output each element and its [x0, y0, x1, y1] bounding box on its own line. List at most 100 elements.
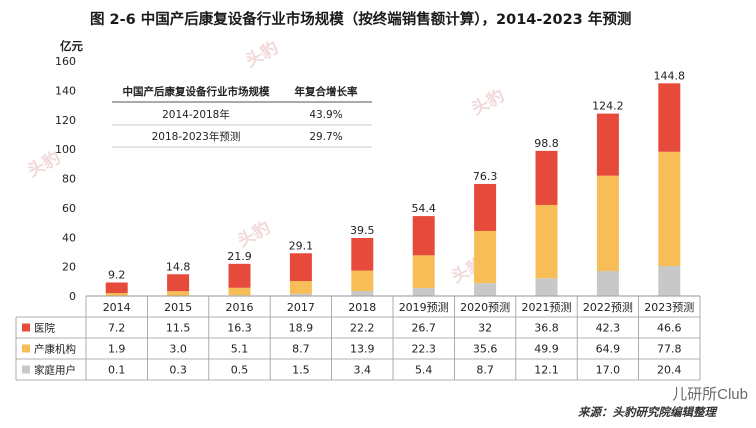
table-cell-value: 22.2	[350, 322, 375, 335]
y-axis-label: 亿元	[60, 39, 83, 53]
table-cell-value: 1.5	[292, 364, 310, 377]
table-cell-value: 35.6	[473, 343, 498, 356]
table-cell-value: 49.9	[534, 343, 559, 356]
y-tick-label: 60	[62, 202, 76, 215]
bar-total-label: 54.4	[411, 202, 436, 215]
bar-segment	[351, 237, 374, 271]
table-cell-value: 0.5	[231, 364, 249, 377]
bar-total-label: 124.2	[592, 100, 624, 113]
table-cell-value: 1.9	[108, 343, 126, 356]
bar-total-label: 21.9	[227, 250, 252, 263]
y-tick-label: 20	[62, 261, 76, 274]
bar-segment	[167, 291, 190, 296]
bar-segment	[105, 282, 128, 294]
table-cell-value: 5.4	[415, 364, 433, 377]
table-cell-value: 20.4	[657, 364, 682, 377]
legend-label: 医院	[34, 322, 55, 335]
table-cell-value: 3.4	[354, 364, 372, 377]
table-cell-value: 8.7	[476, 364, 494, 377]
bar-segment	[535, 150, 558, 205]
table-cell-value: 46.6	[657, 322, 682, 335]
bar-segment	[351, 291, 374, 296]
bar-total-label: 39.5	[350, 224, 375, 237]
table-cell-value: 64.9	[596, 343, 621, 356]
table-cell-value: 8.7	[292, 343, 310, 356]
legend-swatch	[22, 365, 30, 374]
bar-segment	[535, 204, 558, 279]
x-tick-label: 2023预测	[644, 301, 694, 314]
bar-segment	[351, 270, 374, 292]
cagr-period: 2018-2023年预测	[152, 130, 241, 143]
cagr-header-label: 中国产后康复设备行业市场规模	[123, 85, 270, 98]
bar-segment	[412, 288, 435, 296]
bar-total-label: 98.8	[534, 137, 559, 150]
bar-segment	[596, 113, 619, 176]
brand-tag: 儿研所Club	[672, 386, 748, 403]
bar-segment	[167, 274, 190, 292]
bar-segment	[658, 151, 681, 267]
table-cell-value: 36.8	[534, 322, 559, 335]
legend-label: 产康机构	[34, 343, 76, 356]
table-cell-value: 42.3	[596, 322, 621, 335]
bar-segment	[412, 216, 435, 256]
legend-swatch	[22, 323, 30, 332]
table-cell-value: 32	[478, 322, 492, 335]
y-tick-label: 160	[55, 55, 76, 68]
y-tick-label: 40	[62, 231, 76, 244]
bar-segment	[228, 287, 251, 296]
bar-total-label: 9.2	[108, 268, 126, 281]
bar-total-label: 144.8	[654, 69, 686, 82]
bar-segment	[658, 83, 681, 152]
table-cell-value: 13.9	[350, 343, 375, 356]
bar-segment	[289, 293, 312, 296]
source-note: 来源：头豹研究院编辑整理	[578, 405, 716, 419]
bar-segment	[658, 266, 681, 296]
legend-label: 家庭用户	[34, 364, 76, 377]
y-tick-label: 100	[55, 143, 76, 156]
table-cell-value: 3.0	[169, 343, 187, 356]
table-cell-value: 0.1	[108, 364, 126, 377]
bar-segment	[474, 183, 497, 231]
table-cell-value: 5.1	[231, 343, 249, 356]
table-cell-value: 7.2	[108, 322, 126, 335]
table-cell-value: 12.1	[534, 364, 559, 377]
x-tick-label: 2014	[103, 301, 131, 314]
bar-segment	[289, 253, 312, 282]
bar-segment	[474, 230, 497, 284]
cagr-header-label: 年复合增长率	[295, 85, 358, 98]
x-tick-label: 2015	[164, 301, 192, 314]
bar-segment	[289, 281, 312, 294]
bar-segment	[228, 263, 251, 288]
bar-total-label: 29.1	[289, 239, 314, 252]
x-tick-label: 2017	[287, 301, 315, 314]
bar-segment	[596, 175, 619, 272]
bar-segment	[596, 271, 619, 296]
table-cell-value: 18.9	[289, 322, 314, 335]
table-cell-value: 17.0	[596, 364, 621, 377]
figure-title: 图 2-6 中国产后康复设备行业市场规模（按终端销售额计算），2014-2023…	[90, 12, 632, 28]
table-cell-value: 26.7	[411, 322, 436, 335]
cagr-period: 2014-2018年	[162, 108, 230, 121]
x-tick-label: 2022预测	[583, 301, 633, 314]
y-tick-label: 80	[62, 173, 76, 186]
y-tick-label: 140	[55, 84, 76, 97]
bar-total-label: 76.3	[473, 170, 498, 183]
y-tick-label: 0	[69, 290, 76, 303]
table-cell-value: 22.3	[411, 343, 436, 356]
x-tick-label: 2019预测	[399, 301, 449, 314]
bar-segment	[105, 293, 128, 296]
cagr-value: 43.9%	[309, 109, 342, 121]
legend-swatch	[22, 344, 30, 353]
bar-segment	[474, 283, 497, 296]
table-cell-value: 11.5	[166, 322, 191, 335]
table-cell-value: 77.8	[657, 343, 682, 356]
table-cell-value: 16.3	[227, 322, 252, 335]
x-tick-label: 2018	[348, 301, 376, 314]
bar-total-label: 14.8	[166, 260, 191, 273]
bar-segment	[535, 278, 558, 296]
table-cell-value: 0.3	[169, 364, 187, 377]
bar-segment	[412, 255, 435, 289]
x-tick-label: 2020预测	[460, 301, 510, 314]
y-tick-label: 120	[55, 114, 76, 127]
